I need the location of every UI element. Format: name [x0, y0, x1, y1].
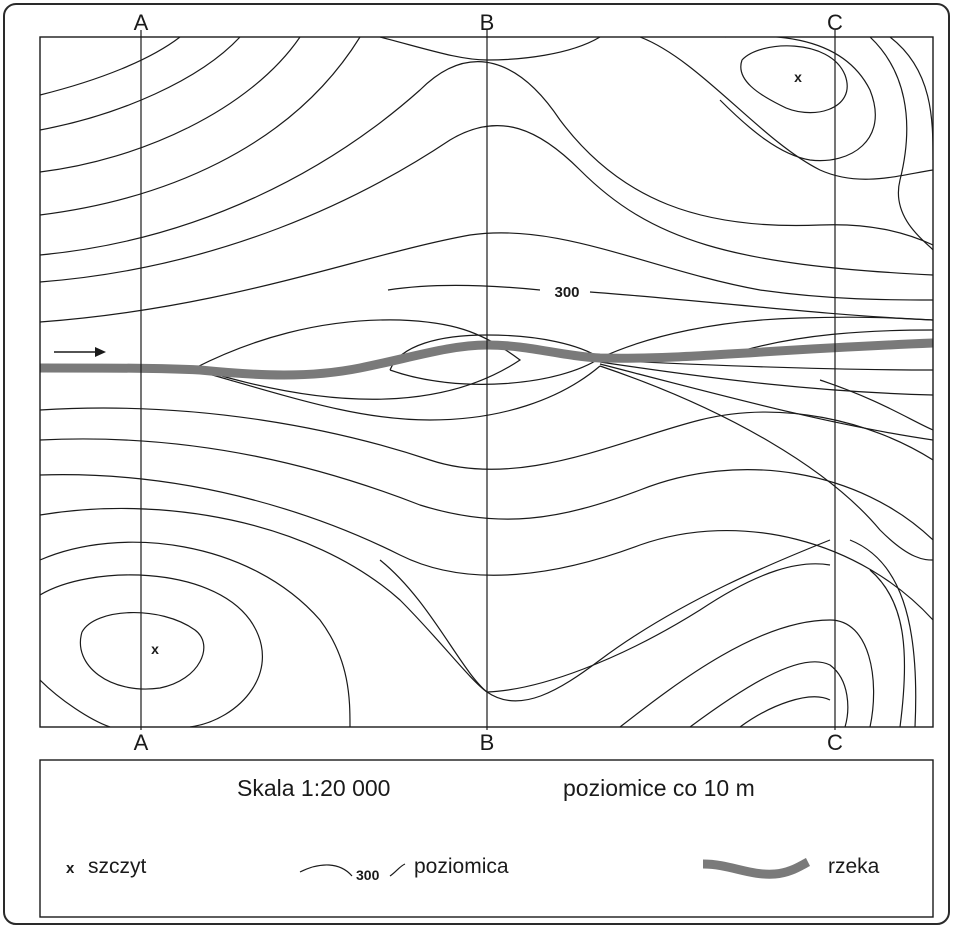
outer-frame [3, 3, 950, 925]
contour-line [40, 438, 933, 541]
contour-line [194, 365, 601, 421]
contour-line [40, 679, 111, 727]
map-area: 300 x x [39, 30, 934, 730]
contour-line [379, 37, 601, 61]
contour-sample-line-end [389, 863, 406, 877]
profile-label-a-top: A [134, 10, 149, 35]
contour-line [589, 291, 933, 321]
contour-interval-text: poziomice co 10 m [563, 775, 755, 801]
contour-line [387, 284, 541, 291]
contour-line [40, 474, 933, 621]
scale-text: Skala 1:20 000 [237, 775, 390, 801]
contour-line [40, 541, 351, 727]
river-legend-label: rzeka [828, 855, 880, 878]
river [40, 338, 933, 380]
contour-line [40, 37, 301, 173]
contour-line [40, 61, 933, 256]
peak-marker-top-right: x [794, 69, 802, 85]
contour-line [486, 563, 831, 693]
profile-label-c-bottom: C [827, 730, 843, 755]
contour-line [40, 37, 361, 216]
contour-line [40, 125, 933, 283]
contour-line [79, 612, 205, 690]
contour-line [379, 539, 831, 702]
contour-line [889, 37, 933, 161]
peak-legend-label: szczyt [88, 855, 147, 878]
contour-line [849, 539, 917, 727]
contour-line [740, 45, 848, 114]
contour-sample-value: 300 [356, 867, 380, 883]
contour-line [194, 319, 522, 400]
contour-legend-label: poziomica [414, 855, 509, 878]
contour-line [639, 37, 933, 180]
peak-marker-bottom-left: x [151, 641, 159, 657]
legend-border [39, 759, 934, 918]
contour-line [819, 379, 933, 431]
contour-line [40, 37, 241, 131]
contour-line [599, 365, 933, 561]
contour-lines [40, 37, 933, 727]
profile-label-b-top: B [480, 10, 495, 35]
contour-line [40, 232, 933, 323]
contour-value-label: 300 [554, 284, 579, 301]
contour-line [40, 574, 263, 727]
contour-line [599, 361, 933, 396]
profile-label-b-bottom: B [480, 730, 495, 755]
contour-line [689, 661, 849, 727]
profile-label-c-top: C [827, 10, 843, 35]
contour-line [40, 507, 488, 693]
profile-label-a-bottom: A [134, 730, 149, 755]
contour-line [389, 334, 602, 385]
contour-line [744, 329, 933, 351]
legend: Skala 1:20 000 poziomice co 10 m x szczy… [39, 759, 934, 918]
contour-line [869, 37, 933, 251]
contour-line [719, 37, 876, 162]
river-legend-sample [702, 857, 811, 879]
contour-label-bg [548, 282, 586, 300]
contour-line [40, 37, 181, 96]
contour-line [619, 619, 875, 727]
contour-line [40, 407, 933, 470]
peak-symbol: x [66, 860, 75, 877]
arrow-right-icon [54, 347, 106, 357]
map-border [39, 36, 934, 728]
contour-line [599, 316, 933, 359]
contour-line [739, 696, 831, 727]
contour-line [869, 569, 906, 727]
contour-line [599, 363, 933, 441]
contour-sample-line [299, 864, 353, 877]
